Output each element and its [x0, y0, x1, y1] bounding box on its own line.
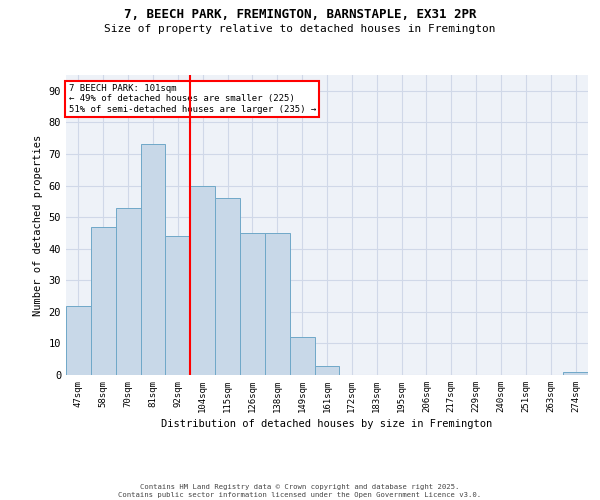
Bar	[166, 236, 190, 375]
Text: Size of property relative to detached houses in Fremington: Size of property relative to detached ho…	[104, 24, 496, 34]
Bar	[265, 233, 290, 375]
Text: 7, BEECH PARK, FREMINGTON, BARNSTAPLE, EX31 2PR: 7, BEECH PARK, FREMINGTON, BARNSTAPLE, E…	[124, 8, 476, 20]
Bar	[140, 144, 166, 375]
Text: Contains HM Land Registry data © Crown copyright and database right 2025.
Contai: Contains HM Land Registry data © Crown c…	[118, 484, 482, 498]
Bar	[66, 306, 91, 375]
Bar	[314, 366, 340, 375]
Bar	[290, 337, 314, 375]
Bar	[240, 233, 265, 375]
Y-axis label: Number of detached properties: Number of detached properties	[33, 134, 43, 316]
Text: 7 BEECH PARK: 101sqm
← 49% of detached houses are smaller (225)
51% of semi-deta: 7 BEECH PARK: 101sqm ← 49% of detached h…	[68, 84, 316, 114]
Bar	[190, 186, 215, 375]
Bar	[116, 208, 140, 375]
Bar	[215, 198, 240, 375]
X-axis label: Distribution of detached houses by size in Fremington: Distribution of detached houses by size …	[161, 419, 493, 429]
Bar	[91, 226, 116, 375]
Bar	[563, 372, 588, 375]
